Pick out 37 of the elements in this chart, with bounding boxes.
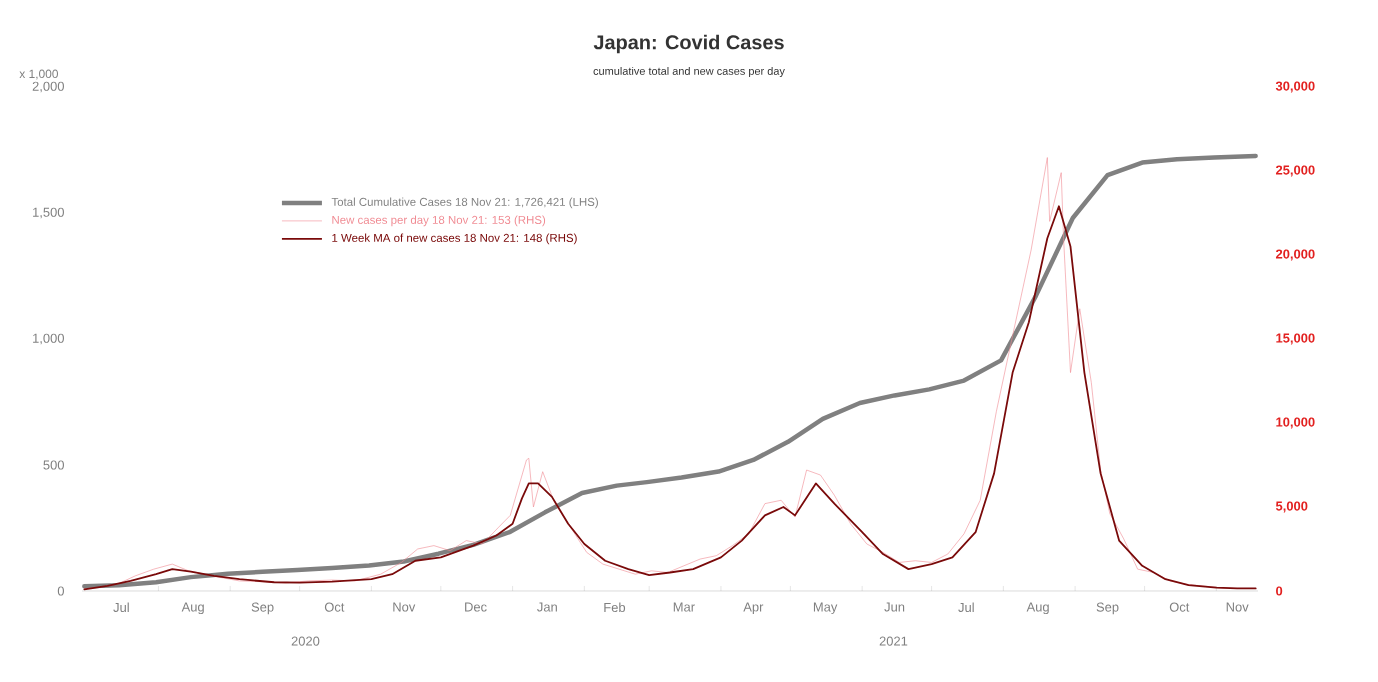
text: 2020	[291, 636, 320, 646]
x-tick-label: Oct	[1169, 602, 1190, 612]
x-tick-label: Jul	[958, 602, 974, 613]
chart-subtitle: cumulative total and new cases per day	[593, 66, 785, 78]
x-tick-label: Oct	[324, 602, 345, 612]
x-tick-label: Sep	[1096, 602, 1119, 615]
y2-tick-label: 15,000	[1276, 333, 1315, 345]
y-axis-title: x 1,000	[19, 69, 59, 80]
x-tick-label: Mar	[673, 602, 695, 612]
chart-title: Japan: Covid Cases	[593, 34, 784, 54]
x-tick-label: Nov	[1226, 602, 1249, 612]
y2-tick-label: 25,000	[1275, 165, 1315, 177]
x-tick-label: Aug	[181, 602, 204, 615]
y-tick-label: 1,500	[33, 207, 64, 219]
x-tick-label: Jan	[537, 602, 557, 612]
legend-label: Total Cumulative Cases 18 Nov 21: 1,726,421 (LHS)	[331, 197, 598, 209]
y-tick-label: 1,000	[33, 333, 64, 345]
y-tick-label: 2,000	[32, 81, 64, 93]
y-tick-label: 0	[57, 586, 64, 596]
x-tick-label: Nov	[393, 602, 416, 612]
y-tick-label: 500	[43, 460, 64, 470]
text: 2021	[879, 636, 908, 646]
x-tick-label: Jun	[884, 602, 905, 612]
x-tick-label: Feb	[604, 602, 626, 613]
y2-tick-label: 10,000	[1276, 417, 1315, 429]
x-tick-label: Aug	[1026, 602, 1049, 615]
y2-tick-label: 5,000	[1275, 501, 1308, 513]
x-tick-label: Apr	[743, 602, 764, 615]
x-tick-label: May	[813, 602, 838, 615]
x-tick-label: Jul	[113, 602, 129, 613]
y2-tick-label: 0	[1276, 586, 1283, 596]
x-tick-label: Sep	[251, 602, 274, 615]
y2-tick-label: 30,000	[1275, 81, 1315, 93]
x-tick-label: Dec	[465, 602, 487, 612]
legend-label: 1 Week MA of new cases 18 Nov 21: 148 (RHS)	[332, 233, 577, 245]
y2-tick-label: 20,000	[1275, 249, 1315, 261]
legend-label: New cases per day 18 Nov 21: 153 (RHS)	[332, 215, 546, 227]
